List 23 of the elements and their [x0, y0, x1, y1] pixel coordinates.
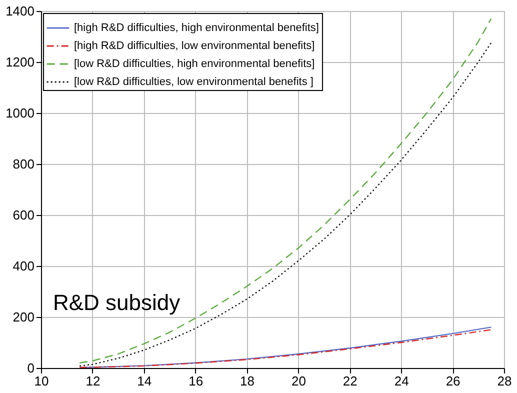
x-tick-label: 10	[34, 374, 49, 388]
y-tick-label: 1200	[6, 54, 34, 70]
legend-label: [low R&D difficulties, low environmental benefits ]	[74, 76, 314, 88]
x-tick-label: 18	[240, 374, 255, 388]
legend-label: [high R&D difficulties, low environmental benefits]	[74, 40, 315, 52]
x-tick-label: 14	[137, 374, 152, 388]
x-tick-label: 28	[497, 374, 512, 388]
y-tick-label: 800	[12, 156, 34, 172]
x-tick-label: 20	[291, 374, 306, 388]
x-tick-label: 16	[188, 374, 204, 388]
x-tick-label: 12	[86, 374, 100, 388]
x-tick-label: 24	[394, 374, 409, 388]
x-tick-label: 26	[446, 374, 460, 388]
y-tick-label: 400	[12, 258, 34, 274]
y-tick-label: 0	[27, 360, 34, 376]
y-tick-label: 200	[12, 310, 34, 324]
legend-label: [low R&D difficulties, high environmental benefits]	[74, 58, 315, 70]
x-tick-label: 22	[342, 374, 358, 388]
annotation: R&D subsidy	[53, 290, 180, 315]
y-tick-label: 1000	[6, 106, 34, 120]
y-tick-label: 1400	[6, 4, 34, 18]
y-tick-label: 600	[12, 208, 34, 222]
legend-label: [high R&D difficulties, high environmental benefits]	[74, 22, 319, 34]
